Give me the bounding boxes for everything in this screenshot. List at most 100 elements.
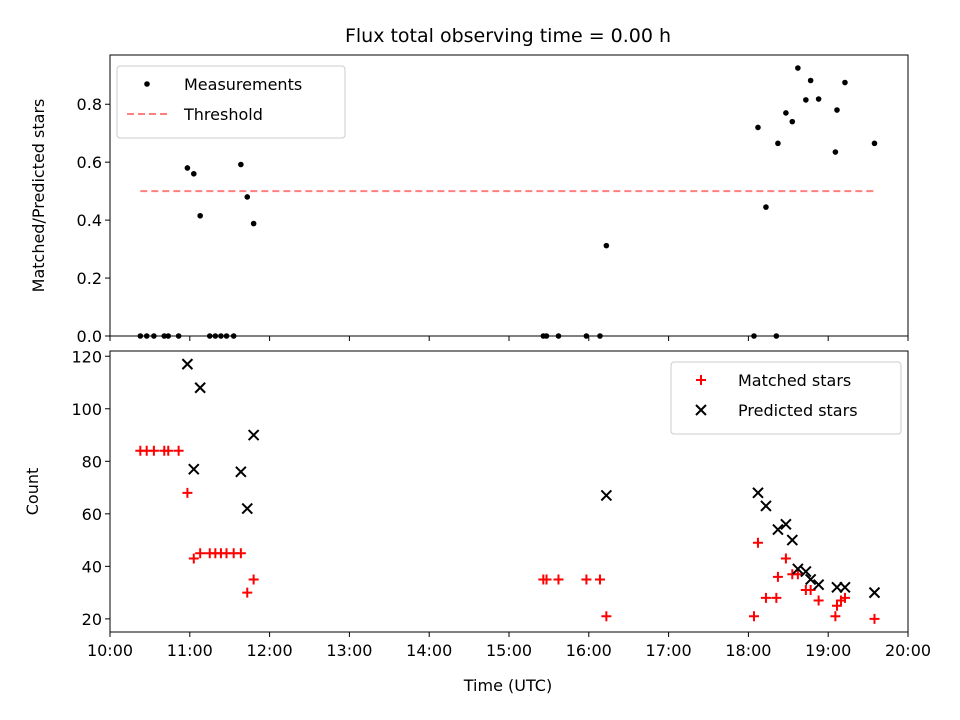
data-point: [868, 586, 881, 599]
data-point: [235, 548, 246, 559]
x-tick-label: 19:00: [805, 641, 851, 660]
y-axis-label: Matched/Predicted stars: [29, 99, 48, 293]
x-axis-label: Time (UTC): [463, 676, 552, 695]
x-tick-label: 14:00: [406, 641, 452, 660]
data-point: [696, 375, 706, 385]
data-point: [555, 333, 562, 339]
legend-label: Matched stars: [738, 371, 851, 390]
data-point: [583, 333, 590, 339]
data-point: [752, 487, 764, 499]
data-point: [212, 333, 219, 339]
legend: [116, 65, 346, 139]
y-tick-label: 0.6: [77, 153, 102, 172]
data-point: [760, 500, 772, 512]
data-point: [789, 118, 796, 125]
y-tick-label: 60: [82, 505, 102, 524]
data-point: [603, 242, 610, 249]
data-point: [752, 537, 763, 548]
data-point: [830, 611, 841, 622]
data-point: [780, 553, 791, 564]
series-matched-stars: [135, 445, 880, 624]
data-point: [812, 579, 825, 591]
data-point: [695, 404, 707, 416]
data-point: [755, 124, 761, 131]
data-point: [144, 81, 150, 87]
x-tick-label: 16:00: [566, 641, 612, 660]
series-measurements: [137, 65, 878, 339]
data-point: [182, 487, 193, 498]
data-point: [831, 600, 842, 611]
y-tick-label: 0.4: [77, 211, 102, 230]
legend: [670, 361, 902, 435]
data-point: [175, 333, 182, 339]
data-point: [773, 333, 780, 339]
data-point: [772, 571, 783, 582]
data-point: [800, 565, 812, 578]
x-tick-label: 12:00: [247, 641, 293, 660]
data-point: [188, 553, 199, 564]
data-point: [792, 563, 804, 575]
x-tick-label: 20:00: [885, 641, 931, 660]
data-point: [600, 489, 613, 502]
data-point: [148, 445, 159, 456]
data-point: [238, 161, 244, 168]
data-point: [173, 445, 184, 456]
data-point: [161, 333, 168, 339]
y-tick-label: 100: [71, 400, 102, 419]
data-point: [871, 140, 878, 147]
data-point: [786, 534, 798, 546]
data-point: [206, 333, 213, 339]
data-point: [803, 97, 809, 103]
data-point: [543, 333, 550, 339]
y-tick-label: 20: [82, 610, 102, 629]
data-point: [792, 569, 803, 580]
data-point: [597, 333, 603, 339]
data-point: [601, 611, 612, 622]
data-point: [248, 574, 259, 585]
data-point: [763, 204, 769, 210]
data-point: [165, 333, 172, 339]
data-point: [771, 592, 782, 603]
legend-label: Threshold: [183, 105, 263, 124]
chart-title: Flux total observing time = 0.00 h: [345, 25, 671, 47]
data-point: [751, 333, 757, 339]
data-point: [250, 220, 257, 227]
data-point: [218, 333, 224, 339]
data-point: [244, 194, 251, 200]
data-point: [194, 382, 206, 394]
data-point: [842, 79, 848, 86]
data-point: [748, 611, 759, 622]
data-point: [581, 574, 592, 585]
data-point: [541, 574, 552, 585]
data-point: [195, 548, 206, 559]
x-tick-label: 18:00: [725, 641, 771, 660]
data-point: [783, 110, 789, 116]
data-point: [760, 592, 771, 603]
data-point: [151, 333, 157, 339]
data-point: [869, 613, 880, 624]
x-tick-label: 15:00: [486, 641, 532, 660]
data-point: [553, 574, 564, 585]
top-subplot: 0.0 0.2 0.4 0.6 0.8 Matched/Predicted stars Me…: [29, 54, 909, 346]
y-axis-label: Count: [23, 468, 42, 516]
data-point: [235, 466, 247, 478]
data-point: [242, 587, 253, 598]
y-tick-label: 120: [71, 347, 102, 366]
data-point: [230, 333, 237, 339]
data-point: [832, 149, 839, 155]
legend-label: Measurements: [184, 75, 302, 94]
legend-label: Predicted stars: [738, 401, 858, 420]
data-point: [594, 574, 605, 585]
x-tick-label: 10:00: [87, 641, 133, 660]
data-point: [223, 333, 230, 339]
y-tick-label: 0.8: [77, 95, 102, 114]
data-point: [834, 107, 840, 113]
data-point: [839, 581, 851, 594]
x-tick-label: 11:00: [167, 641, 213, 660]
data-point: [197, 212, 203, 219]
x-tick-label: 13:00: [326, 641, 372, 660]
data-point: [780, 518, 792, 531]
data-point: [804, 573, 817, 586]
data-point: [247, 429, 260, 441]
data-point: [772, 523, 784, 536]
